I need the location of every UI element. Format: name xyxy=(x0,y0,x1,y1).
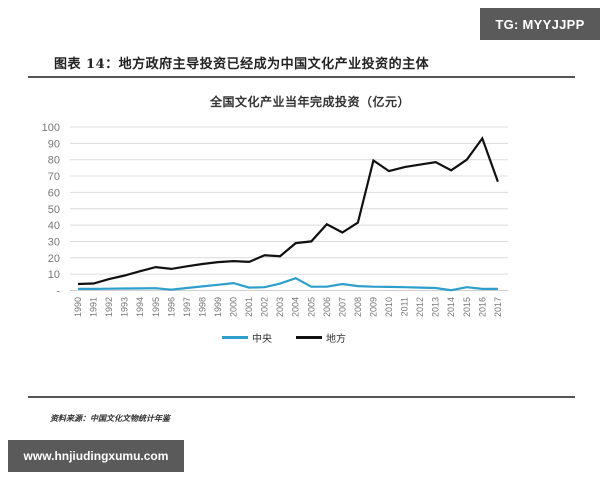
legend-label-local: 地方 xyxy=(326,334,346,345)
y-tick-label: 50 xyxy=(48,204,60,216)
y-tick-label: 20 xyxy=(48,253,60,265)
x-tick-label: 1998 xyxy=(197,297,207,317)
watermark-tg: TG: MYYJJPP xyxy=(480,8,600,40)
top-rule xyxy=(28,76,575,78)
x-tick-label: 1990 xyxy=(73,297,83,317)
y-tick-label: 60 xyxy=(48,187,60,199)
chart-title: 全国文化产业当年完成投资（亿元） xyxy=(209,95,410,109)
x-tick-label: 2013 xyxy=(431,297,441,317)
x-tick-label: 2010 xyxy=(384,297,394,317)
x-tick-label: 2003 xyxy=(275,297,285,317)
legend-label-central: 中央 xyxy=(252,334,272,345)
series-line-local xyxy=(77,136,499,286)
y-tick-label: - xyxy=(56,286,60,298)
x-tick-label: 1999 xyxy=(213,297,223,317)
x-tick-label: 2009 xyxy=(368,297,378,317)
x-tick-label: 2006 xyxy=(322,297,332,317)
series-line-central xyxy=(78,277,498,292)
x-tick-label: 2012 xyxy=(415,297,425,317)
x-tick-label: 1996 xyxy=(166,297,176,317)
y-tick-label: 90 xyxy=(48,138,60,150)
y-tick-label: 40 xyxy=(48,220,60,232)
series-lines xyxy=(77,136,499,292)
legend-swatch-central xyxy=(222,336,248,339)
y-tick-label: 10 xyxy=(48,269,60,281)
x-tick-label: 2000 xyxy=(229,297,239,317)
y-tick-label: 100 xyxy=(42,122,60,134)
gridlines xyxy=(70,126,508,291)
x-tick-label: 2017 xyxy=(493,297,503,317)
chart-legend: 中央 地方 xyxy=(222,330,346,345)
x-tick-label: 2015 xyxy=(462,297,472,317)
x-tick-label: 2001 xyxy=(244,297,254,317)
x-tick-label: 1994 xyxy=(135,297,145,317)
y-tick-label: 80 xyxy=(48,155,60,167)
x-tick-label: 2011 xyxy=(400,297,410,316)
x-axis-ticks: 1990 1991 1992 1993 1994 1995 1996 1997 1998 1999… xyxy=(73,297,503,317)
legend-swatch-local xyxy=(296,336,322,339)
x-tick-label: 1993 xyxy=(120,297,130,317)
legend-item-local: 地方 xyxy=(296,330,346,345)
y-axis-ticks: - 10 20 30 40 50 60 70 80 90 100 xyxy=(42,122,61,298)
y-tick-label: 30 xyxy=(48,236,60,248)
x-tick-label: 2004 xyxy=(291,297,301,317)
x-tick-label: 2007 xyxy=(337,297,347,317)
x-tick-label: 1997 xyxy=(182,297,192,317)
legend-item-central: 中央 xyxy=(222,330,272,345)
y-tick-label: 70 xyxy=(48,171,60,183)
source-note: 资料来源：中国文化文物统计年鉴 xyxy=(50,413,170,423)
x-tick-label: 1992 xyxy=(104,297,114,317)
x-tick-label: 1991 xyxy=(89,297,99,317)
bottom-rule xyxy=(28,396,575,398)
watermark-site: www.hnjiudingxumu.com xyxy=(8,440,184,472)
x-tick-label: 2008 xyxy=(353,297,363,317)
x-tick-label: 2016 xyxy=(477,297,487,317)
x-tick-label: 2005 xyxy=(306,297,316,317)
x-tick-label: 1995 xyxy=(151,297,161,317)
figure-title: 图表 14：地方政府主导投资已经成为中国文化产业投资的主体 xyxy=(54,57,430,72)
x-tick-label: 2002 xyxy=(260,297,270,317)
x-tick-label: 2014 xyxy=(446,297,456,317)
